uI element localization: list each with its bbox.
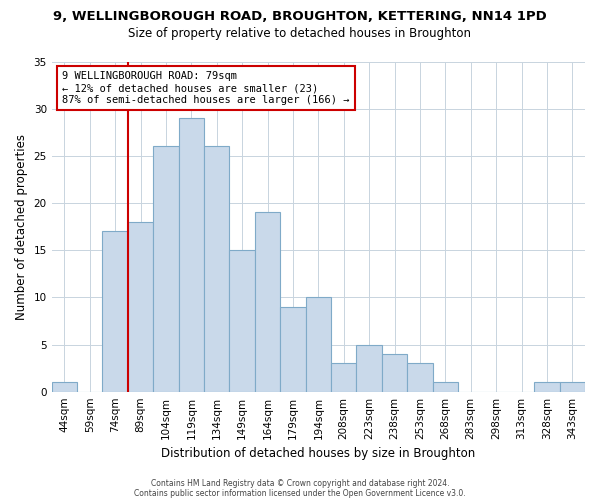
Bar <box>407 364 433 392</box>
Bar <box>280 307 305 392</box>
Bar <box>103 232 128 392</box>
Bar <box>179 118 204 392</box>
Bar <box>229 250 255 392</box>
Bar <box>128 222 153 392</box>
Bar <box>356 344 382 392</box>
Bar <box>52 382 77 392</box>
Bar <box>331 364 356 392</box>
Text: Size of property relative to detached houses in Broughton: Size of property relative to detached ho… <box>128 28 472 40</box>
Text: Contains public sector information licensed under the Open Government Licence v3: Contains public sector information licen… <box>134 488 466 498</box>
Text: 9 WELLINGBOROUGH ROAD: 79sqm
← 12% of detached houses are smaller (23)
87% of se: 9 WELLINGBOROUGH ROAD: 79sqm ← 12% of de… <box>62 72 350 104</box>
X-axis label: Distribution of detached houses by size in Broughton: Distribution of detached houses by size … <box>161 447 475 460</box>
Bar <box>433 382 458 392</box>
Text: 9, WELLINGBOROUGH ROAD, BROUGHTON, KETTERING, NN14 1PD: 9, WELLINGBOROUGH ROAD, BROUGHTON, KETTE… <box>53 10 547 23</box>
Bar <box>305 298 331 392</box>
Bar <box>560 382 585 392</box>
Y-axis label: Number of detached properties: Number of detached properties <box>15 134 28 320</box>
Bar <box>255 212 280 392</box>
Bar <box>534 382 560 392</box>
Bar <box>382 354 407 392</box>
Bar <box>204 146 229 392</box>
Text: Contains HM Land Registry data © Crown copyright and database right 2024.: Contains HM Land Registry data © Crown c… <box>151 478 449 488</box>
Bar <box>153 146 179 392</box>
